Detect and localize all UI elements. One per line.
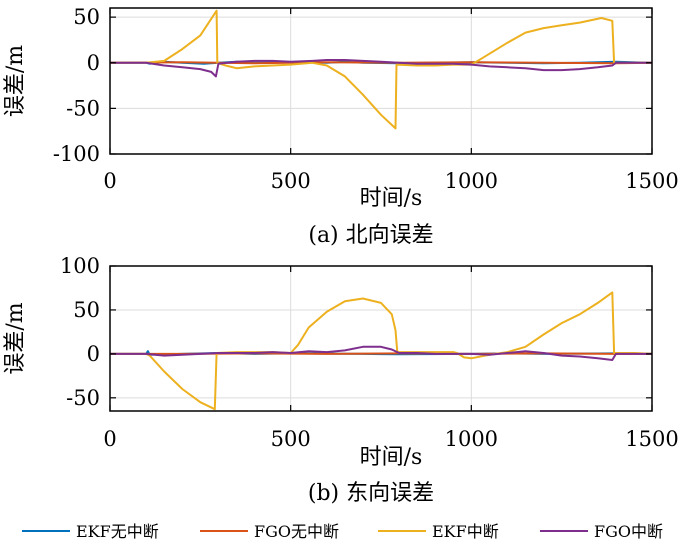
x-tick-label: 0	[103, 427, 116, 451]
y-tick-label: 100	[60, 254, 100, 278]
legend-label-2: FGO无中断	[254, 522, 339, 541]
panel-caption: (a) 北向误差	[308, 223, 433, 248]
y-tick-label: -100	[53, 142, 100, 166]
y-tick-label: 50	[73, 298, 100, 322]
y-axis-label: 误差/m	[3, 45, 28, 117]
series-line-4	[110, 59, 652, 78]
x-axis-label: 时间/s	[360, 445, 423, 470]
panel-caption: (b) 东向误差	[308, 481, 434, 506]
x-tick-label: 1000	[445, 169, 498, 193]
x-tick-label: 500	[271, 169, 311, 193]
plot-area	[110, 266, 652, 411]
y-tick-label: 50	[73, 5, 100, 29]
x-tick-label: 0	[103, 169, 116, 193]
plot-area	[110, 8, 652, 154]
legend-label-1: EKF无中断	[76, 522, 159, 541]
plot-frame	[109, 265, 653, 412]
plot-frame	[109, 7, 653, 155]
series-line-3	[110, 291, 653, 411]
series-line-4	[110, 345, 652, 361]
x-axis-label: 时间/s	[360, 186, 423, 211]
x-tick-label: 1500	[625, 427, 678, 451]
y-tick-label: -50	[66, 386, 100, 410]
x-tick-label: 1500	[625, 169, 678, 193]
y-tick-label: 0	[87, 342, 100, 366]
north-error-panel: 0 500 1000 1500 -100 -50 0 50 时间/s 误差/m (a) 北向误差	[3, 5, 679, 248]
y-tick-label: 0	[87, 51, 100, 75]
legend-label-3: EKF中断	[432, 522, 499, 541]
series-line-3	[110, 9, 652, 130]
legend: EKF无中断 FGO无中断 EKF中断 FGO中断	[22, 522, 663, 541]
legend-label-4: FGO中断	[594, 522, 663, 541]
y-axis-label: 误差/m	[3, 302, 28, 374]
x-tick-label: 500	[271, 427, 311, 451]
x-tick-label: 1000	[445, 427, 498, 451]
y-tick-label: -50	[66, 96, 100, 120]
